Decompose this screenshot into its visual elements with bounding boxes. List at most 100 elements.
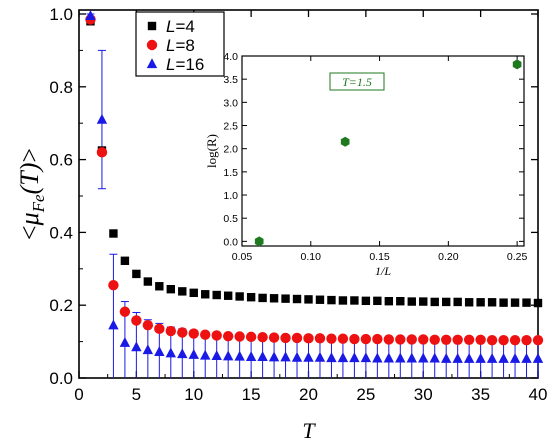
data-point-circle — [303, 333, 314, 344]
y-label-arg: (T) — [15, 163, 44, 195]
data-point-triangle — [222, 350, 234, 361]
data-point-square — [201, 290, 210, 299]
inset-y-tick-label: 2.5 — [223, 121, 238, 133]
inset-x-tick-label: 0.15 — [369, 251, 390, 263]
data-point-square — [419, 297, 428, 306]
data-point-square — [258, 293, 267, 303]
data-point-circle — [406, 334, 417, 345]
inset-annotation-box — [329, 72, 385, 91]
data-point-circle — [326, 333, 337, 344]
data-point-circle — [498, 334, 509, 346]
data-point-triangle — [337, 352, 349, 363]
legend-marker-triangle — [146, 58, 158, 69]
data-point-square — [533, 298, 543, 308]
data-point-square — [442, 297, 451, 307]
inset-y-tick-label: 3.0 — [223, 97, 238, 109]
data-point-square — [522, 298, 531, 307]
data-point-triangle — [268, 351, 280, 362]
inset-y-tick-label: 1.0 — [223, 190, 238, 202]
data-point-circle — [154, 323, 165, 335]
data-point-triangle — [119, 336, 131, 347]
x-tick-label: 5 — [132, 385, 141, 404]
data-point-triangle — [372, 352, 383, 363]
x-tick-label: 20 — [299, 385, 318, 404]
data-point-square — [315, 295, 325, 304]
inset-y-tick-label: 4.0 — [223, 51, 238, 63]
data-point-circle — [177, 327, 188, 338]
legend-label-value: =8 — [175, 36, 194, 55]
x-tick-label: 15 — [242, 385, 261, 404]
inset-x-axis-label: 1/L — [375, 264, 391, 278]
data-point-circle — [349, 333, 360, 345]
legend-label: L=4 — [166, 17, 195, 36]
legend-label: L=8 — [166, 36, 195, 55]
data-point-circle — [257, 332, 268, 343]
y-tick-label: 0.2 — [49, 296, 73, 315]
data-point-triangle — [131, 341, 142, 352]
data-point-circle — [268, 332, 280, 343]
x-tick-label: 10 — [184, 385, 203, 404]
inset-plot: 0.05 0.10 0.15 0.20 0.25 0.0 0.5 1.0 1.5 2.0 2.5 3.… — [204, 51, 527, 278]
legend-marker-circle — [146, 39, 158, 51]
inset-data-point — [340, 136, 350, 147]
inset-data-point — [254, 236, 264, 247]
legend-label-value: =16 — [175, 55, 204, 74]
data-point-circle — [475, 334, 486, 345]
data-point-circle — [200, 329, 211, 340]
data-point-circle — [188, 328, 199, 339]
data-point-square — [510, 298, 520, 307]
inset-y-tick-label: 1.5 — [223, 167, 238, 179]
inset-data-point — [512, 59, 522, 70]
data-point-triangle — [452, 352, 463, 363]
data-point-circle — [337, 333, 349, 344]
y-tick-label: 0.4 — [49, 223, 73, 242]
data-point-circle — [119, 306, 131, 317]
inset-y-tick-label: 2.0 — [223, 144, 238, 156]
data-point-triangle — [234, 350, 245, 361]
inset-y-tick-label: 0.5 — [223, 213, 238, 225]
data-point-square — [396, 296, 405, 306]
data-point-triangle — [177, 348, 188, 359]
data-point-triangle — [314, 351, 326, 362]
data-point-square — [189, 288, 198, 298]
data-point-square — [212, 290, 221, 300]
data-point-triangle — [463, 352, 475, 363]
data-point-circle — [532, 334, 544, 346]
data-point-triangle — [406, 352, 417, 363]
inset-y-tick-label: 3.5 — [223, 74, 238, 86]
data-point-square — [499, 298, 508, 307]
data-point-circle — [372, 333, 383, 345]
data-point-triangle — [395, 352, 406, 363]
data-point-circle — [383, 334, 395, 345]
y-tick-label: 0.8 — [49, 78, 73, 97]
x-axis-label: T — [302, 418, 316, 443]
data-point-circle — [96, 147, 108, 158]
main-plot: 0 5 10 15 20 25 30 35 40 0.0 0.2 0.4 0.6 0.8 1.0 T <μFe(… — [15, 5, 547, 443]
data-point-triangle — [303, 351, 314, 362]
x-tick-label: 40 — [529, 385, 548, 404]
legend-label-var: L — [166, 55, 175, 74]
data-point-square — [292, 294, 302, 304]
data-point-square — [361, 296, 371, 306]
data-point-triangle — [418, 352, 429, 363]
data-point-circle — [418, 334, 429, 345]
inset-x-tick-label: 0.20 — [438, 251, 459, 263]
data-point-triangle — [475, 352, 486, 363]
x-tick-label: 0 — [74, 385, 83, 404]
data-point-triangle — [441, 352, 452, 363]
data-point-square — [327, 295, 336, 305]
data-point-square — [373, 296, 382, 306]
data-point-square — [235, 292, 244, 301]
y-label-subscript: Fe — [29, 194, 48, 213]
data-point-square — [178, 287, 187, 296]
data-point-triangle — [188, 348, 199, 359]
legend-marker-square — [147, 21, 157, 31]
y-tick-label: 1.0 — [49, 5, 73, 24]
data-point-square — [350, 296, 359, 305]
data-point-square — [453, 297, 462, 307]
data-point-circle — [395, 334, 406, 345]
data-point-circle — [131, 315, 142, 326]
y-label-mu: μ — [15, 212, 44, 226]
data-point-triangle — [85, 10, 96, 20]
data-point-circle — [291, 332, 303, 344]
